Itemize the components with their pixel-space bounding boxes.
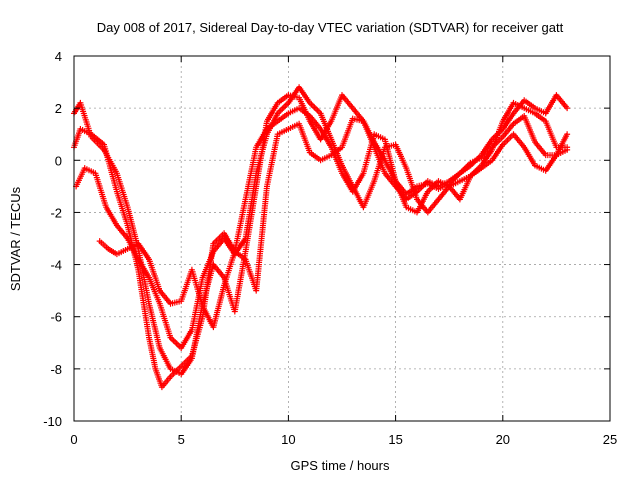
data-series (71, 84, 571, 391)
series-2 (71, 92, 571, 378)
chart-title: Day 008 of 2017, Sidereal Day-to-day VTE… (97, 20, 564, 35)
y-tick-label: -10 (43, 414, 62, 429)
y-tick-label: -2 (50, 205, 62, 220)
y-tick-label: -6 (50, 310, 62, 325)
x-tick-label: 5 (178, 432, 185, 447)
x-axis-label: GPS time / hours (291, 458, 390, 473)
series-4 (96, 113, 571, 331)
x-tick-label: 10 (281, 432, 295, 447)
y-tick-label: 4 (55, 49, 62, 64)
y-tick-label: -4 (50, 258, 62, 273)
x-tick-label: 20 (496, 432, 510, 447)
y-tick-label: -8 (50, 362, 62, 377)
x-tick-label: 15 (388, 432, 402, 447)
x-tick-label: 25 (603, 432, 617, 447)
x-tick-label: 0 (70, 432, 77, 447)
y-axis-label: SDTVAR / TECUs (8, 186, 23, 291)
series-markers (71, 92, 571, 378)
y-tick-label: 0 (55, 153, 62, 168)
series-markers (96, 113, 571, 331)
plot-frame (73, 55, 611, 422)
y-tick-label: 2 (55, 101, 62, 116)
axis-ticks: 0 5 10 15 20 25 -10 -8 -6 -4 -2 0 2 4 (43, 49, 617, 447)
